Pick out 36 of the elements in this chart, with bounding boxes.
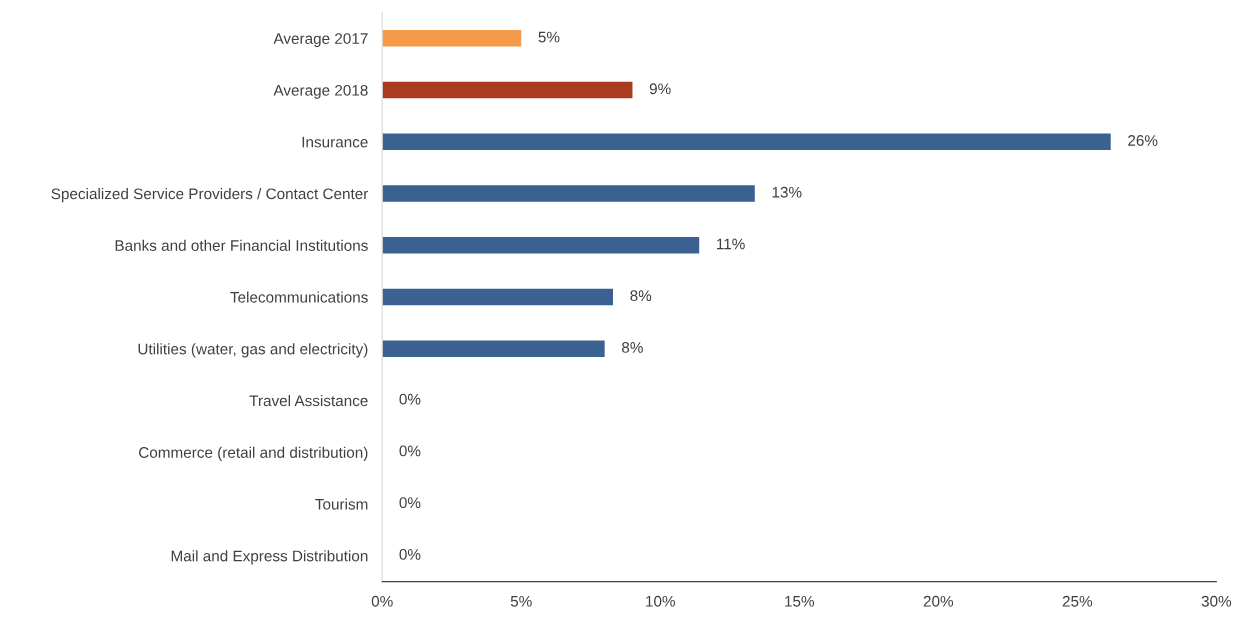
data-label: 0% [399, 393, 421, 405]
y-tick-label: Average 2018 [273, 84, 368, 99]
data-label: 8% [621, 342, 643, 353]
x-tick-label: 15% [785, 595, 815, 607]
x-tick-label: 10% [646, 595, 676, 607]
y-tick-label: Average 2017 [273, 33, 368, 48]
data-label: 0% [399, 445, 421, 457]
x-tick-label: 5% [510, 595, 532, 607]
bar [382, 185, 755, 202]
y-tick-label: Banks and other Financial Institutions [115, 239, 368, 251]
y-tick-label: Commerce (retail and distribution) [139, 446, 368, 461]
x-tick-label: 25% [1062, 595, 1093, 607]
y-tick-label: Specialized Service Providers / Contact Center [51, 187, 369, 203]
data-label: 13% [772, 186, 802, 198]
data-label: 8% [630, 290, 652, 302]
y-tick-label: Utilities (water, gas and electricity) [138, 343, 368, 358]
bar [382, 340, 605, 358]
x-tick-label: 30% [1201, 595, 1232, 607]
bar [382, 81, 633, 99]
y-tick-label: Telecommunications [230, 291, 368, 303]
data-label: 26% [1128, 135, 1158, 146]
y-tick-label: Mail and Express Distribution [171, 550, 368, 565]
data-label: 9% [649, 83, 671, 95]
data-label: 11% [717, 238, 745, 250]
bar [382, 288, 613, 306]
data-label: 0% [399, 548, 421, 560]
x-tick-label: 20% [923, 595, 954, 607]
data-label: 5% [538, 31, 560, 43]
bar [382, 30, 522, 47]
data-label: 0% [399, 497, 421, 509]
x-tick-label: 0% [371, 595, 393, 607]
bar [382, 236, 700, 254]
y-tick-label: Insurance [302, 136, 368, 148]
y-tick-label: Tourism [315, 498, 368, 510]
bar [382, 133, 1111, 151]
y-tick-label: Travel Assistance [249, 394, 368, 407]
